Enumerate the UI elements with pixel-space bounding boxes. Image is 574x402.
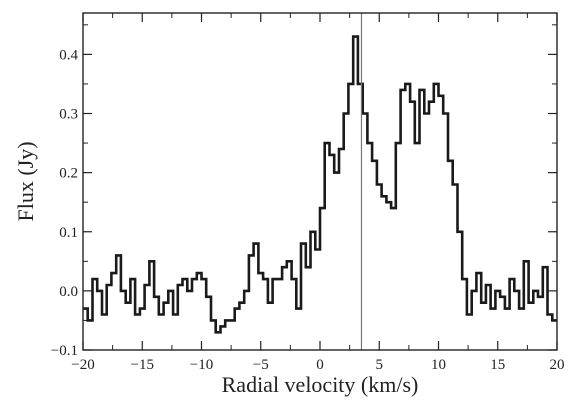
x-tick-label: −15 [131,357,154,373]
y-tick-label: 0.3 [59,107,78,123]
x-tick-label: 5 [376,357,384,373]
x-tick-label: −5 [253,357,269,373]
y-tick-label: −0.1 [51,343,78,359]
plot-frame [82,12,558,351]
x-axis-label: Radial velocity (km/s) [222,372,419,397]
x-tick-label: −10 [190,357,213,373]
series-layer [83,35,557,334]
y-tick-label: 0.2 [59,166,78,182]
flux-series-line [83,35,557,334]
y-tick-label: 0.4 [59,47,78,63]
x-tick-label: −20 [71,357,94,373]
y-tick-label: 0.0 [59,284,78,300]
x-tick-label: 20 [550,357,565,373]
x-tick-label: 0 [316,357,324,373]
y-axis-label: Flux (Jy) [13,141,38,221]
x-tick-label: 15 [490,357,505,373]
tick-labels: −20 −15 −10 −5 0 5 10 15 20 −0.1 0.0 0.1 0.2 0.3 0.4 [51,47,565,373]
x-tick-label: 10 [431,357,446,373]
y-tick-label: 0.1 [59,225,78,241]
